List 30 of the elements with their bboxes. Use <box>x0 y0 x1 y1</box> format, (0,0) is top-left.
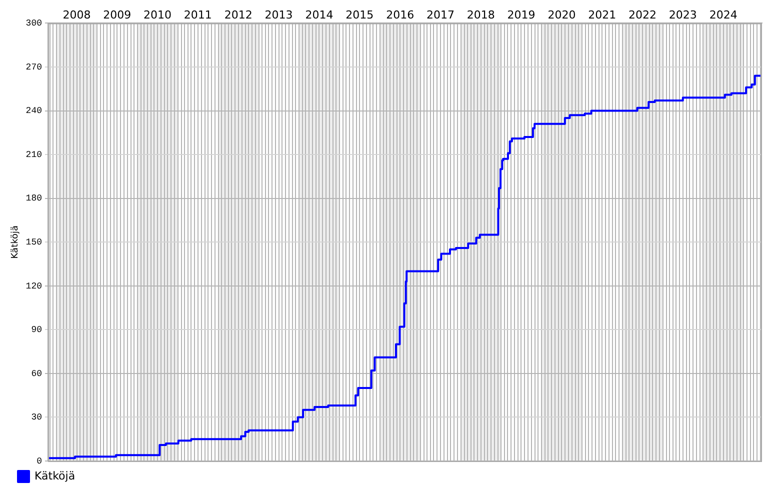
y-tick-label: 270 <box>26 62 42 72</box>
x-tick-label: 2014 <box>305 8 334 22</box>
y-tick-label: 60 <box>31 368 42 379</box>
x-tick-label: 2012 <box>224 8 252 22</box>
y-tick-label: 300 <box>26 18 42 29</box>
x-tick-label: 2023 <box>668 8 697 22</box>
x-tick-label: 2011 <box>184 8 212 22</box>
x-tick-label: 2017 <box>426 8 454 22</box>
x-tick-label: 2018 <box>466 8 495 22</box>
y-tick-label: 210 <box>26 150 42 160</box>
y-tick-label: 0 <box>36 456 42 466</box>
x-tick-label: 2022 <box>628 8 657 22</box>
x-tick-label: 2020 <box>548 8 576 22</box>
x-tick-label: 2019 <box>507 8 536 22</box>
x-tick-label: 2009 <box>103 8 132 22</box>
x-tick-label: 2010 <box>144 8 172 22</box>
legend-label: Kätköjä <box>34 469 76 482</box>
y-tick-label: 90 <box>31 325 42 336</box>
y-tick-label: 180 <box>26 194 42 204</box>
x-tick-label: 2013 <box>264 8 293 22</box>
y-tick-label: 150 <box>26 237 42 248</box>
y-tick-label: 30 <box>31 412 42 423</box>
y-tick-label: 120 <box>26 281 42 292</box>
x-tick-label: 2024 <box>709 8 738 22</box>
x-tick-label: 2008 <box>62 8 91 22</box>
x-tick-label: 2015 <box>346 8 374 22</box>
y-axis-title: Kätköjä <box>10 226 21 259</box>
y-tick-label: 240 <box>26 106 42 116</box>
x-tick-label: 2016 <box>386 8 414 22</box>
x-tick-label: 2021 <box>588 8 616 22</box>
